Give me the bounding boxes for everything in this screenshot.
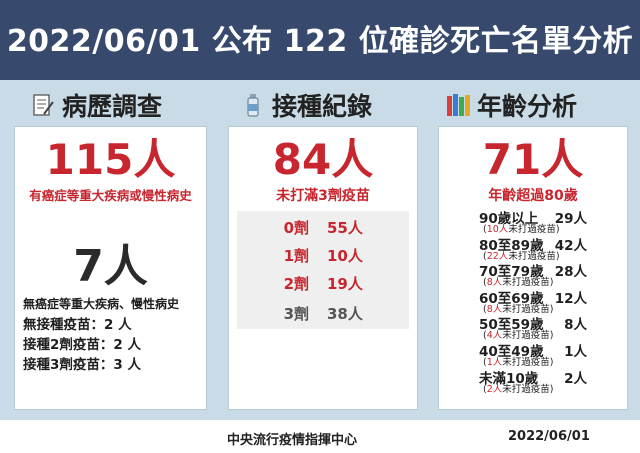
dose-row: 1劑 10人 — [237, 245, 409, 266]
history-secondary-count: 7人 — [73, 241, 148, 292]
age-unvaccinated-note: (8人未打過疫苗) — [483, 277, 554, 289]
age-range-count: 12人 — [554, 290, 587, 307]
vaccination-main-count: 84人 — [272, 135, 374, 184]
page-title: 2022/06/01 公布 122 位確診死亡名單分析 — [6, 24, 634, 59]
dose-count: 19人 — [327, 275, 363, 293]
dose-label: 0劑 — [283, 219, 309, 237]
books-icon — [445, 92, 471, 118]
age-range-count: 1人 — [564, 344, 587, 360]
age-range-label: 70至79歲 — [479, 264, 544, 281]
dose-label: 3劑 — [283, 305, 309, 323]
age-range-label: 40至49歲 — [479, 344, 544, 360]
title-bar: 2022/06/01 公布 122 位確診死亡名單分析 — [0, 0, 640, 80]
age-card: 71人 年齡超過80歲 90歲以上 29人 (10人未打過疫苗) 80至89歲 42人(… — [438, 126, 628, 410]
age-range-label: 未滿10歲 — [479, 370, 539, 387]
unvaccinated-count: 22人 — [486, 250, 509, 262]
dose-count: 55人 — [327, 219, 363, 237]
history-line: 接種3劑疫苗：3 人 — [23, 357, 141, 373]
age-range-count: 8人 — [564, 317, 587, 334]
dose-row: 0劑 55人 — [237, 217, 409, 238]
unvaccinated-text: 未打過疫苗 — [508, 224, 556, 235]
footer: 中央流行疫情指揮中心 2022/06/01 — [0, 420, 640, 453]
unvaccinated-text: 未打過疫苗 — [502, 357, 550, 368]
age-unvaccinated-note: (8人未打過疫苗) — [483, 303, 554, 315]
history-main-count: 115人 — [45, 135, 176, 184]
age-unvaccinated-note: (22人未打過疫苗) — [483, 250, 560, 262]
dose-row: 3劑 38人 — [237, 303, 409, 324]
dose-label: 1劑 — [283, 247, 309, 265]
age-main-count: 71人 — [482, 135, 584, 184]
unvaccinated-count: 2人 — [486, 383, 503, 395]
unvaccinated-text: 未打過疫苗 — [508, 250, 556, 262]
age-range-label: 80至89歲 — [479, 237, 544, 254]
unvaccinated-count: 4人 — [486, 330, 503, 342]
history-line: 無接種疫苗：2 人 — [23, 317, 132, 333]
vaccination-card: 84人 未打滿3劑疫苗 0劑 55人 1劑 10人 2劑 19人 3劑 38人 — [228, 126, 418, 410]
age-range-label: 90歲以上 — [479, 211, 539, 227]
age-range-label: 50至59歲 — [479, 317, 544, 334]
age-main-desc: 年齡超過80歲 — [488, 188, 578, 204]
dose-count: 10人 — [327, 247, 363, 265]
vaccination-heading-label: 接種紀錄 — [272, 92, 373, 121]
unvaccinated-text: 未打過疫苗 — [502, 277, 550, 289]
unvaccinated-count: 1人 — [486, 357, 503, 368]
history-main-desc: 有癌症等重大疾病或慢性病史 — [29, 188, 192, 203]
unvaccinated-text: 未打過疫苗 — [502, 303, 550, 315]
vaccination-heading: 接種紀錄 — [240, 88, 372, 122]
unvaccinated-count: 8人 — [486, 303, 503, 315]
age-unvaccinated-note: (2人未打過疫苗) — [483, 383, 554, 395]
history-card: 115人 有癌症等重大疾病或慢性病史 7人 無癌症等重大疾病、慢性病史 無接種疫… — [14, 126, 207, 410]
vaccine-bottle-icon — [240, 92, 266, 118]
dose-breakdown-box — [237, 211, 409, 329]
age-range-count: 42人 — [554, 237, 587, 254]
age-range-count: 29人 — [554, 211, 587, 227]
history-heading: 病歷調查 — [30, 88, 162, 122]
unvaccinated-count: 8人 — [486, 277, 503, 289]
age-heading: 年齡分析 — [445, 88, 577, 122]
age-heading-label: 年齡分析 — [477, 92, 578, 121]
age-range-count: 2人 — [564, 370, 587, 387]
age-range-label: 60至69歲 — [479, 290, 544, 307]
dose-row: 2劑 19人 — [237, 273, 409, 294]
footer-date: 2022/06/01 — [508, 429, 590, 444]
history-line: 接種2劑疫苗：2 人 — [23, 337, 141, 353]
dose-count: 38人 — [327, 305, 363, 323]
unvaccinated-count: 10人 — [486, 224, 509, 235]
document-icon — [30, 92, 56, 118]
age-unvaccinated-note: (1人未打過疫苗) — [483, 357, 554, 368]
unvaccinated-text: 未打過疫苗 — [502, 383, 550, 395]
dose-label: 2劑 — [283, 275, 309, 293]
footer-org: 中央流行疫情指揮中心 — [227, 433, 358, 448]
unvaccinated-text: 未打過疫苗 — [502, 330, 550, 342]
age-unvaccinated-note: (4人未打過疫苗) — [483, 330, 554, 342]
age-unvaccinated-note: (10人未打過疫苗) — [483, 224, 560, 235]
history-heading-label: 病歷調查 — [62, 92, 163, 121]
vaccination-main-desc: 未打滿3劑疫苗 — [276, 188, 370, 204]
age-range-count: 28人 — [554, 264, 587, 281]
history-secondary-desc: 無癌症等重大疾病、慢性病史 — [23, 297, 180, 311]
